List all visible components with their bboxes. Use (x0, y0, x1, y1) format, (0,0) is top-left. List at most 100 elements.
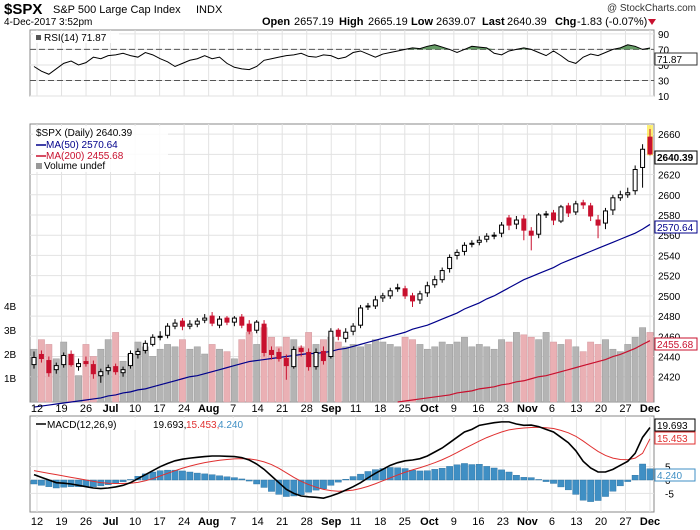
volume-legend-swatch (36, 163, 42, 169)
price-y-tick-label: 2440 (658, 353, 681, 364)
volume-bar (550, 341, 557, 403)
price-y-tick-label: 2580 (658, 211, 681, 222)
macd-histogram-bar (550, 479, 557, 484)
volume-bar (401, 336, 409, 403)
macd-last-box: 19.693 (654, 418, 696, 432)
candle-body (350, 325, 356, 332)
rsi-legend: RSI(14) 71.87 (33, 31, 119, 44)
candle-body (395, 287, 401, 290)
axis-layer: 12 12 19 19 26 26 Jul Jul 10 10 17 17 24 24 Aug Aug 7 7 14… (4, 30, 681, 528)
candle-body (150, 336, 156, 345)
candle-body (506, 217, 512, 226)
candle-body (179, 320, 185, 327)
x-tick-label: 13 (570, 516, 582, 528)
macd-histogram-bar (119, 479, 127, 483)
macd-histogram-bar (297, 479, 305, 495)
macd-histogram-bar (423, 470, 431, 481)
open-label: Open (262, 16, 290, 28)
macd-histogram-bar (320, 479, 327, 490)
price-y-tick-label: 2420 (658, 373, 681, 384)
rsi-y-tick-label: 30 (658, 76, 670, 87)
volume-bar (498, 339, 505, 403)
volume-bar (461, 336, 468, 403)
volume-bar (320, 339, 327, 403)
volume-bar (216, 348, 223, 403)
volume-bar (357, 346, 364, 403)
x-tick-label: 20 (595, 516, 607, 528)
volume-bar (60, 341, 68, 403)
volume-bar (253, 344, 261, 403)
candle-body (521, 218, 527, 231)
candle-body (625, 192, 631, 196)
volume-bar (290, 339, 298, 403)
x-tick-label: 23 (497, 403, 509, 415)
candle-body (454, 251, 460, 256)
volume-bar (631, 336, 639, 403)
x-tick-label: 17 (153, 516, 165, 528)
signal-last-label: 15.453 (657, 434, 688, 445)
ma50-last-box: 2570.64 (654, 220, 698, 234)
macd-histogram-bar (179, 470, 186, 481)
volume-bar (572, 346, 580, 403)
volume-bar (609, 348, 617, 403)
signal-last-box: 15.453 (654, 431, 696, 445)
macd-histogram-bar (431, 469, 439, 481)
price-last-box: 2640.39 (654, 150, 698, 165)
macd-histogram-bar (223, 476, 231, 481)
macd-histogram-bar (557, 479, 565, 488)
candle-body (254, 321, 260, 331)
candle-body (513, 219, 519, 225)
volume-bar (141, 346, 149, 403)
candle-body (469, 242, 475, 245)
macd-legend-bg (33, 418, 238, 430)
volume-bar (379, 341, 387, 403)
macd-histogram-bar (231, 477, 238, 481)
x-tick-label: 14 (252, 403, 264, 415)
candle-body (306, 351, 312, 368)
candle-body (172, 322, 178, 327)
rsi-panel-frame (29, 29, 655, 97)
volume-tick-label: 4B (4, 302, 17, 313)
candle-body (142, 342, 148, 351)
volume-bar (245, 332, 253, 403)
x-tick-label: 11 (350, 516, 361, 528)
histogram-legend-value: 4.240 (218, 420, 243, 431)
candle-body (565, 205, 571, 214)
volume-bar (602, 339, 609, 403)
x-tick-label: 27 (619, 403, 631, 415)
volume-bar (579, 351, 587, 403)
down-arrow-icon (648, 19, 656, 25)
last-value: 2640.39 (507, 16, 547, 28)
candle-body (53, 365, 59, 371)
x-tick-label: Nov (517, 403, 539, 415)
candle-body (98, 371, 104, 377)
volume-bar (371, 339, 379, 403)
x-tick-label: Sep (321, 516, 341, 528)
x-tick-label: 7 (230, 403, 236, 415)
ma200-legend: MA(200) 2455.68 (46, 151, 124, 162)
volume-bar (223, 351, 231, 403)
macd-histogram-bar (238, 478, 246, 481)
macd-histogram-bar (149, 471, 157, 481)
volume-bar (616, 351, 624, 403)
x-tick-label: 26 (80, 516, 92, 528)
macd-last-box-bg (654, 418, 696, 432)
volume-bar (349, 344, 357, 403)
candle-body (476, 239, 482, 243)
rsi-layer (33, 44, 651, 75)
volume-bar (201, 353, 209, 403)
low-value: 2639.07 (436, 16, 476, 28)
candle-body (239, 316, 245, 326)
macd-histogram-bar (513, 475, 520, 481)
candle-body (298, 347, 304, 352)
x-tick-label: 12 (31, 516, 43, 528)
macd-histogram-bar (453, 464, 461, 481)
candle-body (276, 351, 282, 360)
candle-body (157, 335, 163, 338)
candle-body (387, 290, 393, 297)
macd-histogram-bar (446, 466, 453, 481)
candle-body (224, 317, 230, 323)
last-label: Last (482, 16, 505, 28)
macd-histogram-bar (349, 476, 357, 481)
candle-body (246, 323, 252, 332)
